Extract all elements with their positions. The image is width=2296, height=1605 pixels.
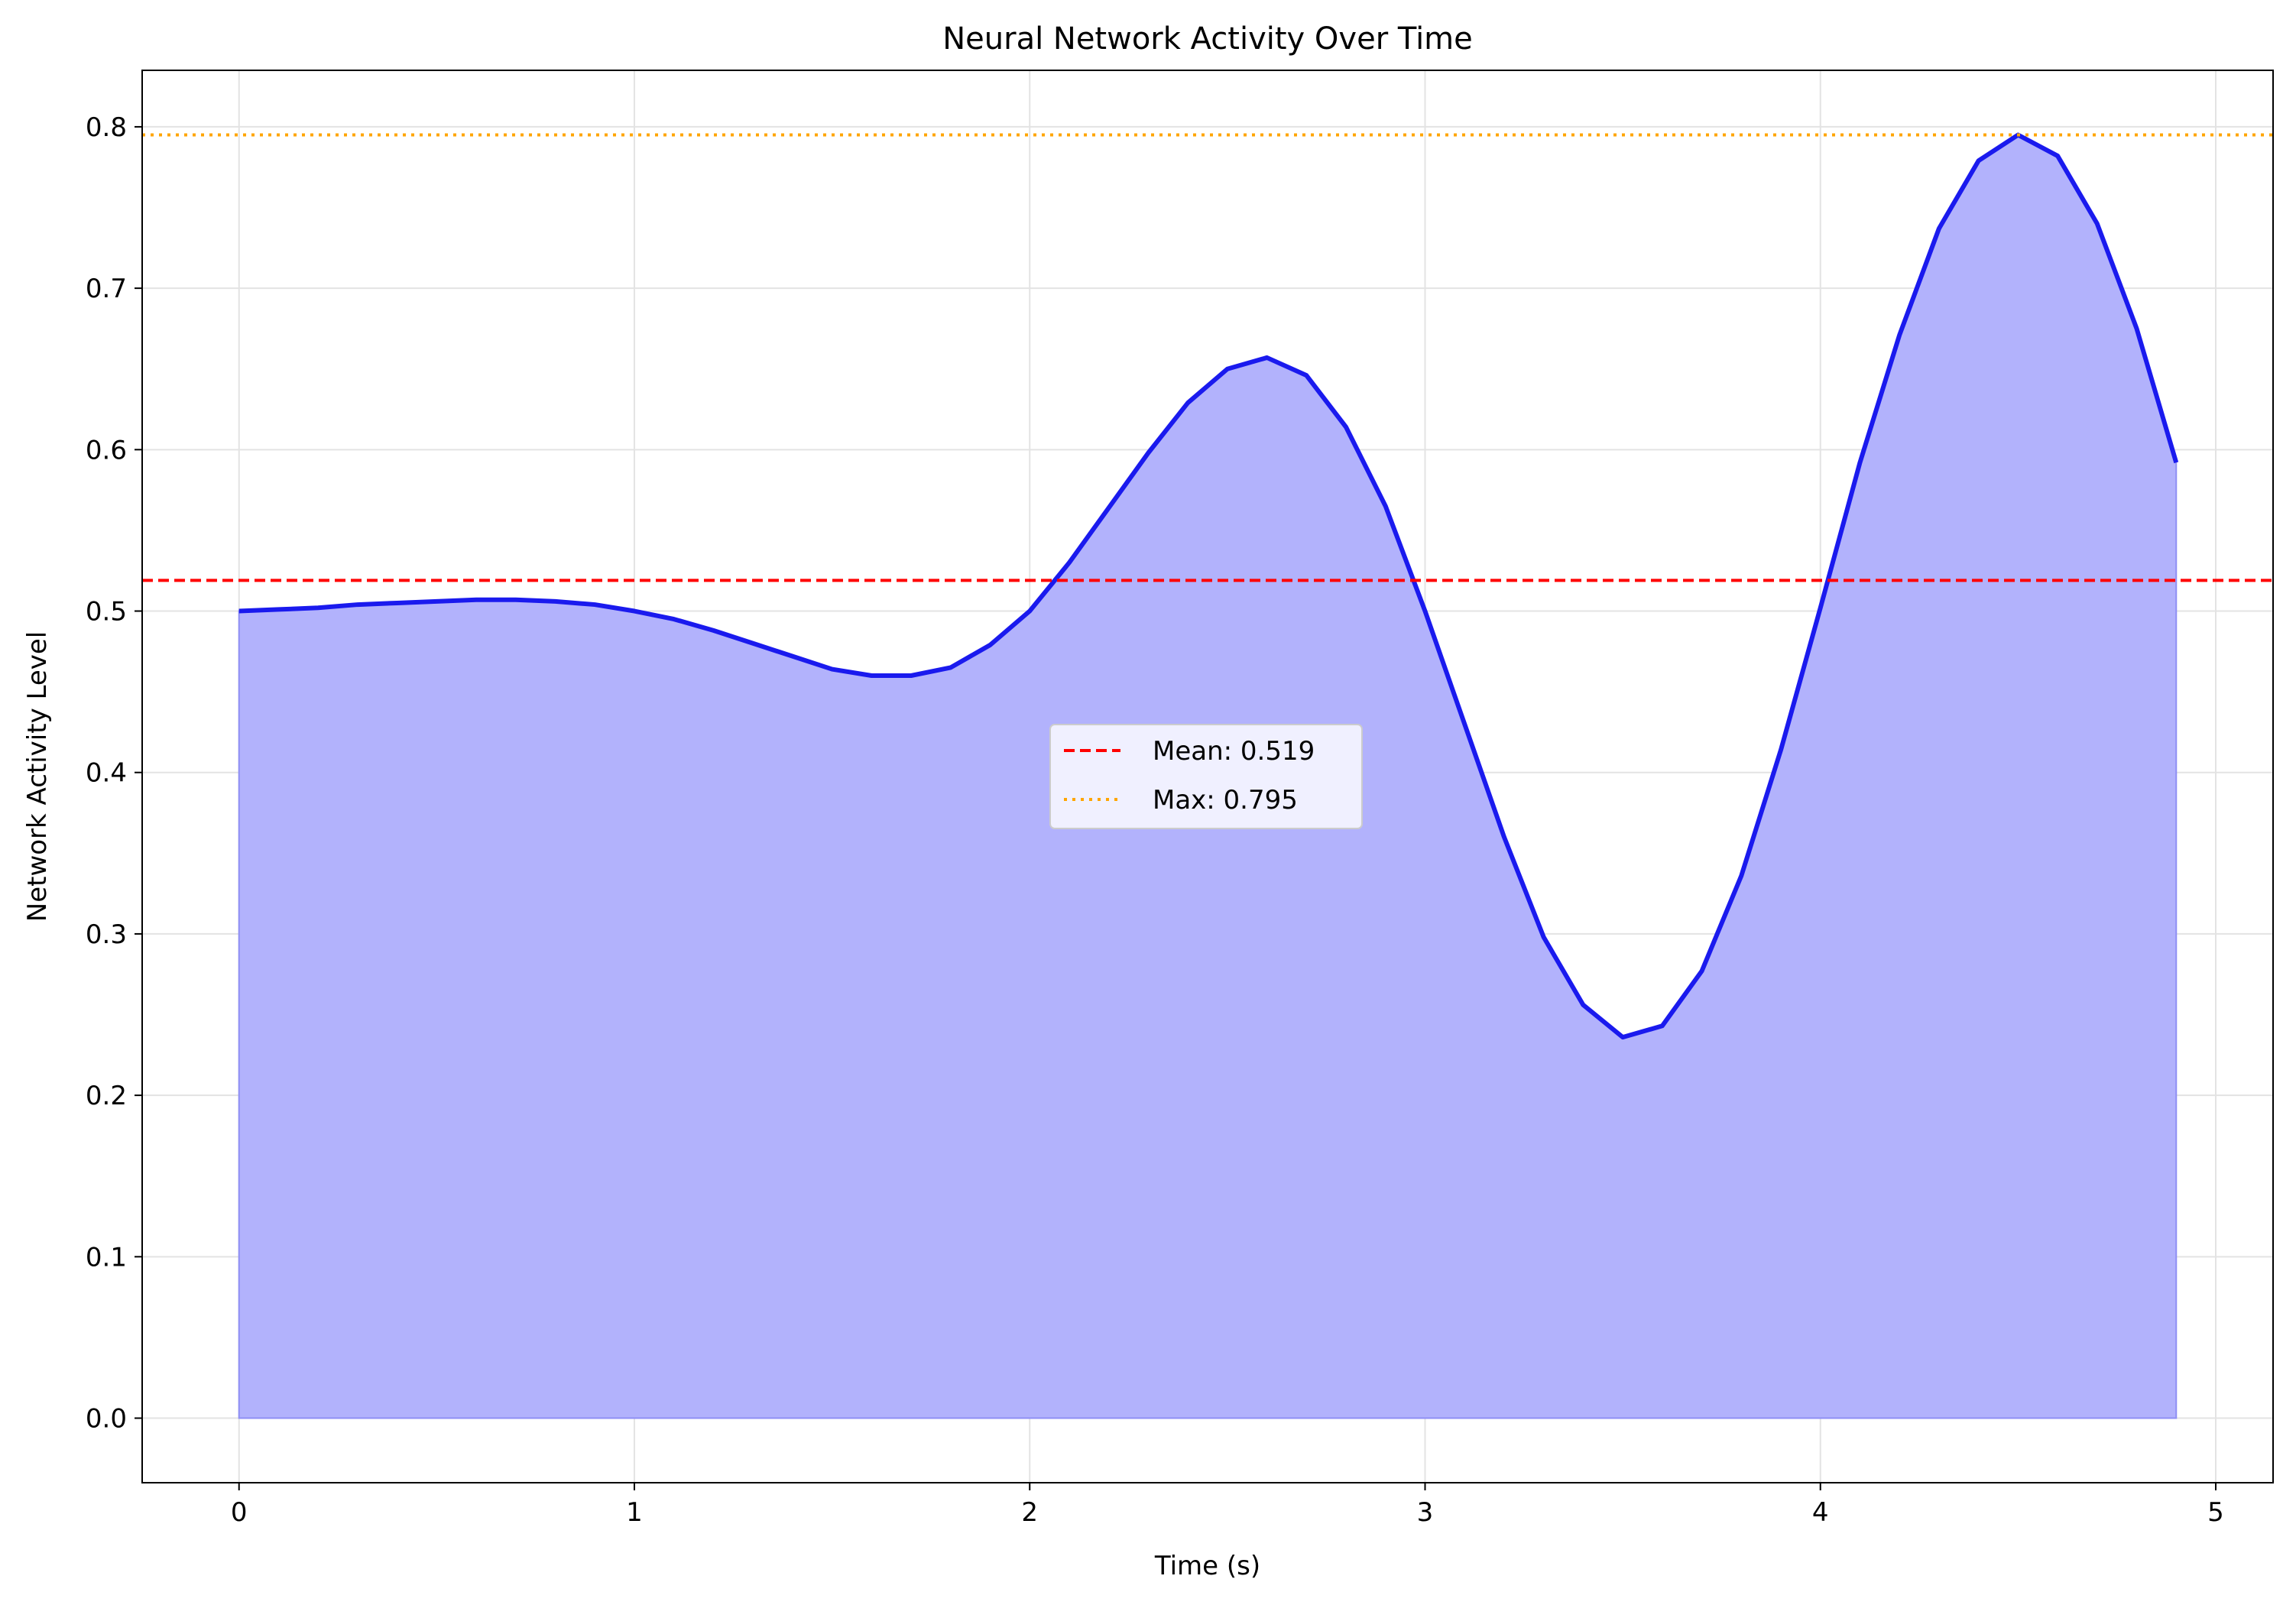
y-tick-label: 0.5 bbox=[86, 597, 127, 627]
x-tick-label: 1 bbox=[626, 1497, 643, 1528]
x-tick-label: 4 bbox=[1812, 1497, 1829, 1528]
activity-line bbox=[238, 132, 2179, 1040]
y-tick-label: 0.7 bbox=[86, 274, 127, 304]
legend-max-label: Max: 0.795 bbox=[1153, 785, 1298, 815]
x-tick-label: 2 bbox=[1021, 1497, 1038, 1528]
y-tick-label: 0.4 bbox=[86, 758, 127, 789]
y-tick-label: 0.3 bbox=[86, 919, 127, 950]
x-tick-label: 0 bbox=[231, 1497, 248, 1528]
x-axis-label: Time (s) bbox=[1154, 1551, 1260, 1581]
legend-box bbox=[1049, 724, 1363, 829]
y-tick-label: 0.0 bbox=[86, 1404, 127, 1435]
x-tick-label: 5 bbox=[2207, 1497, 2224, 1528]
y-axis-label: Network Activity Level bbox=[22, 631, 53, 922]
reference-lines bbox=[142, 133, 2273, 582]
y-tick-label: 0.8 bbox=[86, 112, 127, 143]
axis-ticks: 0 1 2 3 4 5 0.0 0.1 0.2 0.3 0.4 0.5 0.6 0.7 0.8 bbox=[86, 112, 2224, 1528]
chart-title: Neural Network Activity Over Time bbox=[942, 21, 1473, 57]
y-tick-label: 0.6 bbox=[86, 435, 127, 465]
x-tick-label: 3 bbox=[1417, 1497, 1434, 1528]
legend: Mean: 0.519 Max: 0.795 bbox=[1049, 724, 1363, 829]
y-tick-label: 0.1 bbox=[86, 1242, 127, 1273]
plot-frame bbox=[141, 70, 2274, 1483]
y-tick-label: 0.2 bbox=[86, 1081, 127, 1111]
legend-mean-label: Mean: 0.519 bbox=[1153, 736, 1315, 767]
